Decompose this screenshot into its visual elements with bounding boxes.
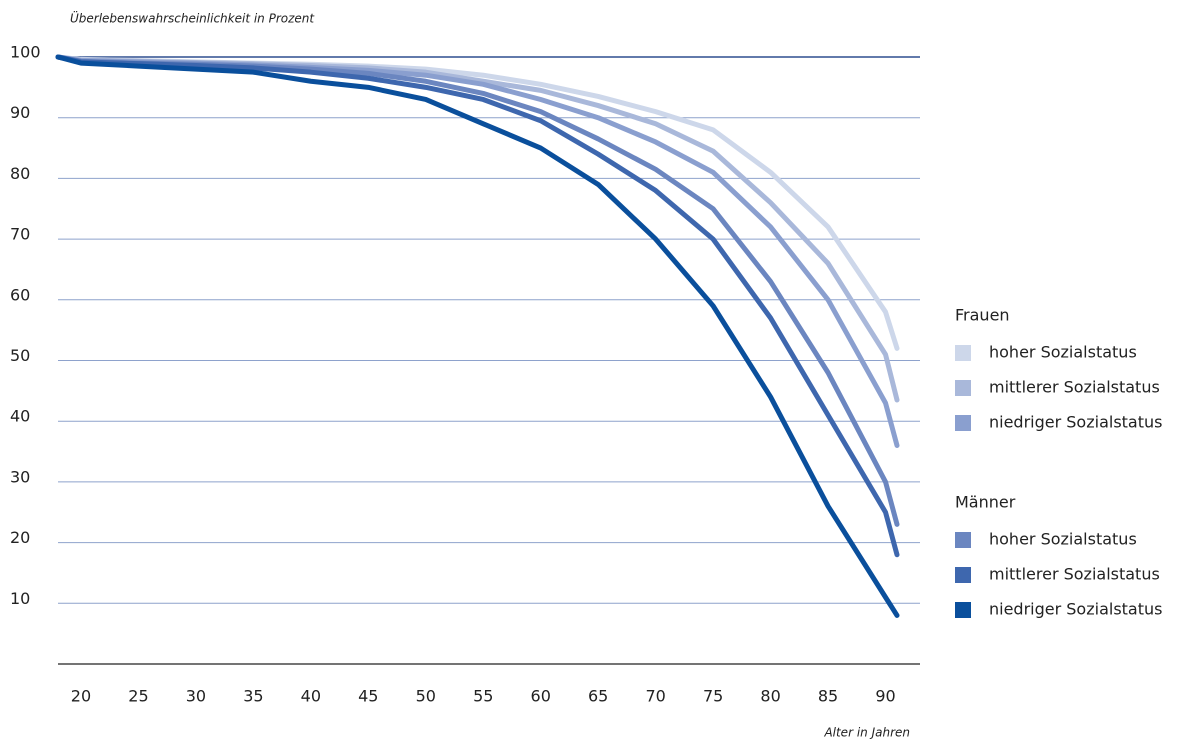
legend-label: niedriger Sozialstatus	[989, 413, 1162, 432]
legend-group-title: Männer	[955, 493, 1016, 512]
series-line	[55, 54, 900, 618]
y-tick-label: 80	[10, 164, 30, 183]
x-tick-label: 35	[243, 687, 263, 706]
x-tick-label: 70	[645, 687, 665, 706]
legend-group-title: Frauen	[955, 306, 1010, 325]
x-tick-label: 80	[760, 687, 780, 706]
y-tick-label: 100	[10, 43, 41, 62]
legend-label: mittlerer Sozialstatus	[989, 565, 1160, 584]
y-tick-label: 20	[10, 528, 30, 547]
legend-label: mittlerer Sozialstatus	[989, 378, 1160, 397]
x-tick-label: 25	[128, 687, 148, 706]
x-tick-label: 85	[818, 687, 838, 706]
y-tick-label: 60	[10, 285, 30, 304]
x-tick-label: 45	[358, 687, 378, 706]
y-tick-label: 90	[10, 103, 30, 122]
x-tick-label: 60	[531, 687, 551, 706]
y-tick-label: 10	[10, 589, 30, 608]
legend-label: niedriger Sozialstatus	[989, 600, 1162, 619]
legend-swatch	[955, 345, 971, 361]
legend-swatch	[955, 602, 971, 618]
x-tick-label: 50	[416, 687, 436, 706]
y-tick-label: 30	[10, 467, 30, 486]
y-tick-label: 40	[10, 407, 30, 426]
series-line	[55, 54, 900, 558]
x-tick-label: 20	[71, 687, 91, 706]
x-axis-title: Alter in Jahren	[823, 726, 910, 740]
y-tick-label: 70	[10, 225, 30, 244]
x-tick-label: 90	[875, 687, 895, 706]
x-tick-label: 75	[703, 687, 723, 706]
legend-swatch	[955, 567, 971, 583]
y-axis-title: Überlebenswahrscheinlichkeit in Prozent	[70, 10, 315, 26]
y-tick-label: 50	[10, 346, 30, 365]
series-line	[55, 54, 900, 527]
x-tick-label: 40	[301, 687, 321, 706]
legend-swatch	[955, 415, 971, 431]
x-tick-label: 55	[473, 687, 493, 706]
legend-swatch	[955, 532, 971, 548]
x-tick-label: 65	[588, 687, 608, 706]
series-line	[55, 54, 900, 448]
legend-swatch	[955, 380, 971, 396]
legend-label: hoher Sozialstatus	[989, 343, 1137, 362]
x-tick-label: 30	[186, 687, 206, 706]
legend-label: hoher Sozialstatus	[989, 530, 1137, 549]
